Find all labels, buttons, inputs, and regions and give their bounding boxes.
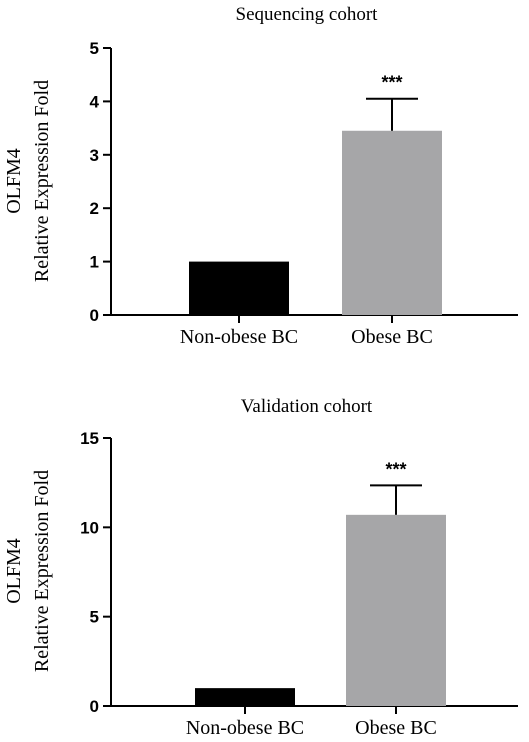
x-tick-label: Obese BC: [355, 717, 437, 739]
y-tick-label: 5: [90, 39, 99, 58]
y-tick-label: 10: [80, 518, 99, 537]
bar: [189, 261, 289, 315]
y-axis-label: Relative Expression Fold: [31, 470, 53, 672]
x-tick-label: Non-obese BC: [180, 326, 298, 348]
y-tick-label: 0: [90, 306, 99, 325]
bar: [195, 688, 295, 706]
bar: [342, 130, 442, 315]
x-tick-label: Obese BC: [351, 326, 433, 348]
y-tick-label: 5: [90, 608, 99, 627]
y-axis-label: OLFM4: [3, 148, 25, 214]
chart-title: Sequencing cohort: [236, 4, 379, 25]
y-tick-label: 4: [90, 92, 100, 111]
y-tick-label: 0: [90, 697, 99, 716]
bar: [346, 514, 446, 706]
x-tick-label: Non-obese BC: [186, 717, 304, 739]
significance-label: ***: [385, 459, 406, 479]
y-tick-label: 1: [90, 253, 99, 272]
y-tick-label: 3: [90, 146, 99, 165]
chart-1: Sequencing cohort OLFM4 Relative Expressio…: [3, 4, 518, 348]
significance-label: ***: [381, 73, 402, 93]
y-axis-label: OLFM4: [3, 538, 25, 604]
y-tick-label: 15: [80, 429, 99, 448]
y-tick-label: 2: [90, 199, 99, 218]
chart-title: Validation cohort: [241, 396, 373, 417]
chart-2: Validation cohort OLFM4 Relative Expressio…: [3, 396, 518, 739]
y-axis-label: Relative Expression Fold: [31, 80, 53, 282]
